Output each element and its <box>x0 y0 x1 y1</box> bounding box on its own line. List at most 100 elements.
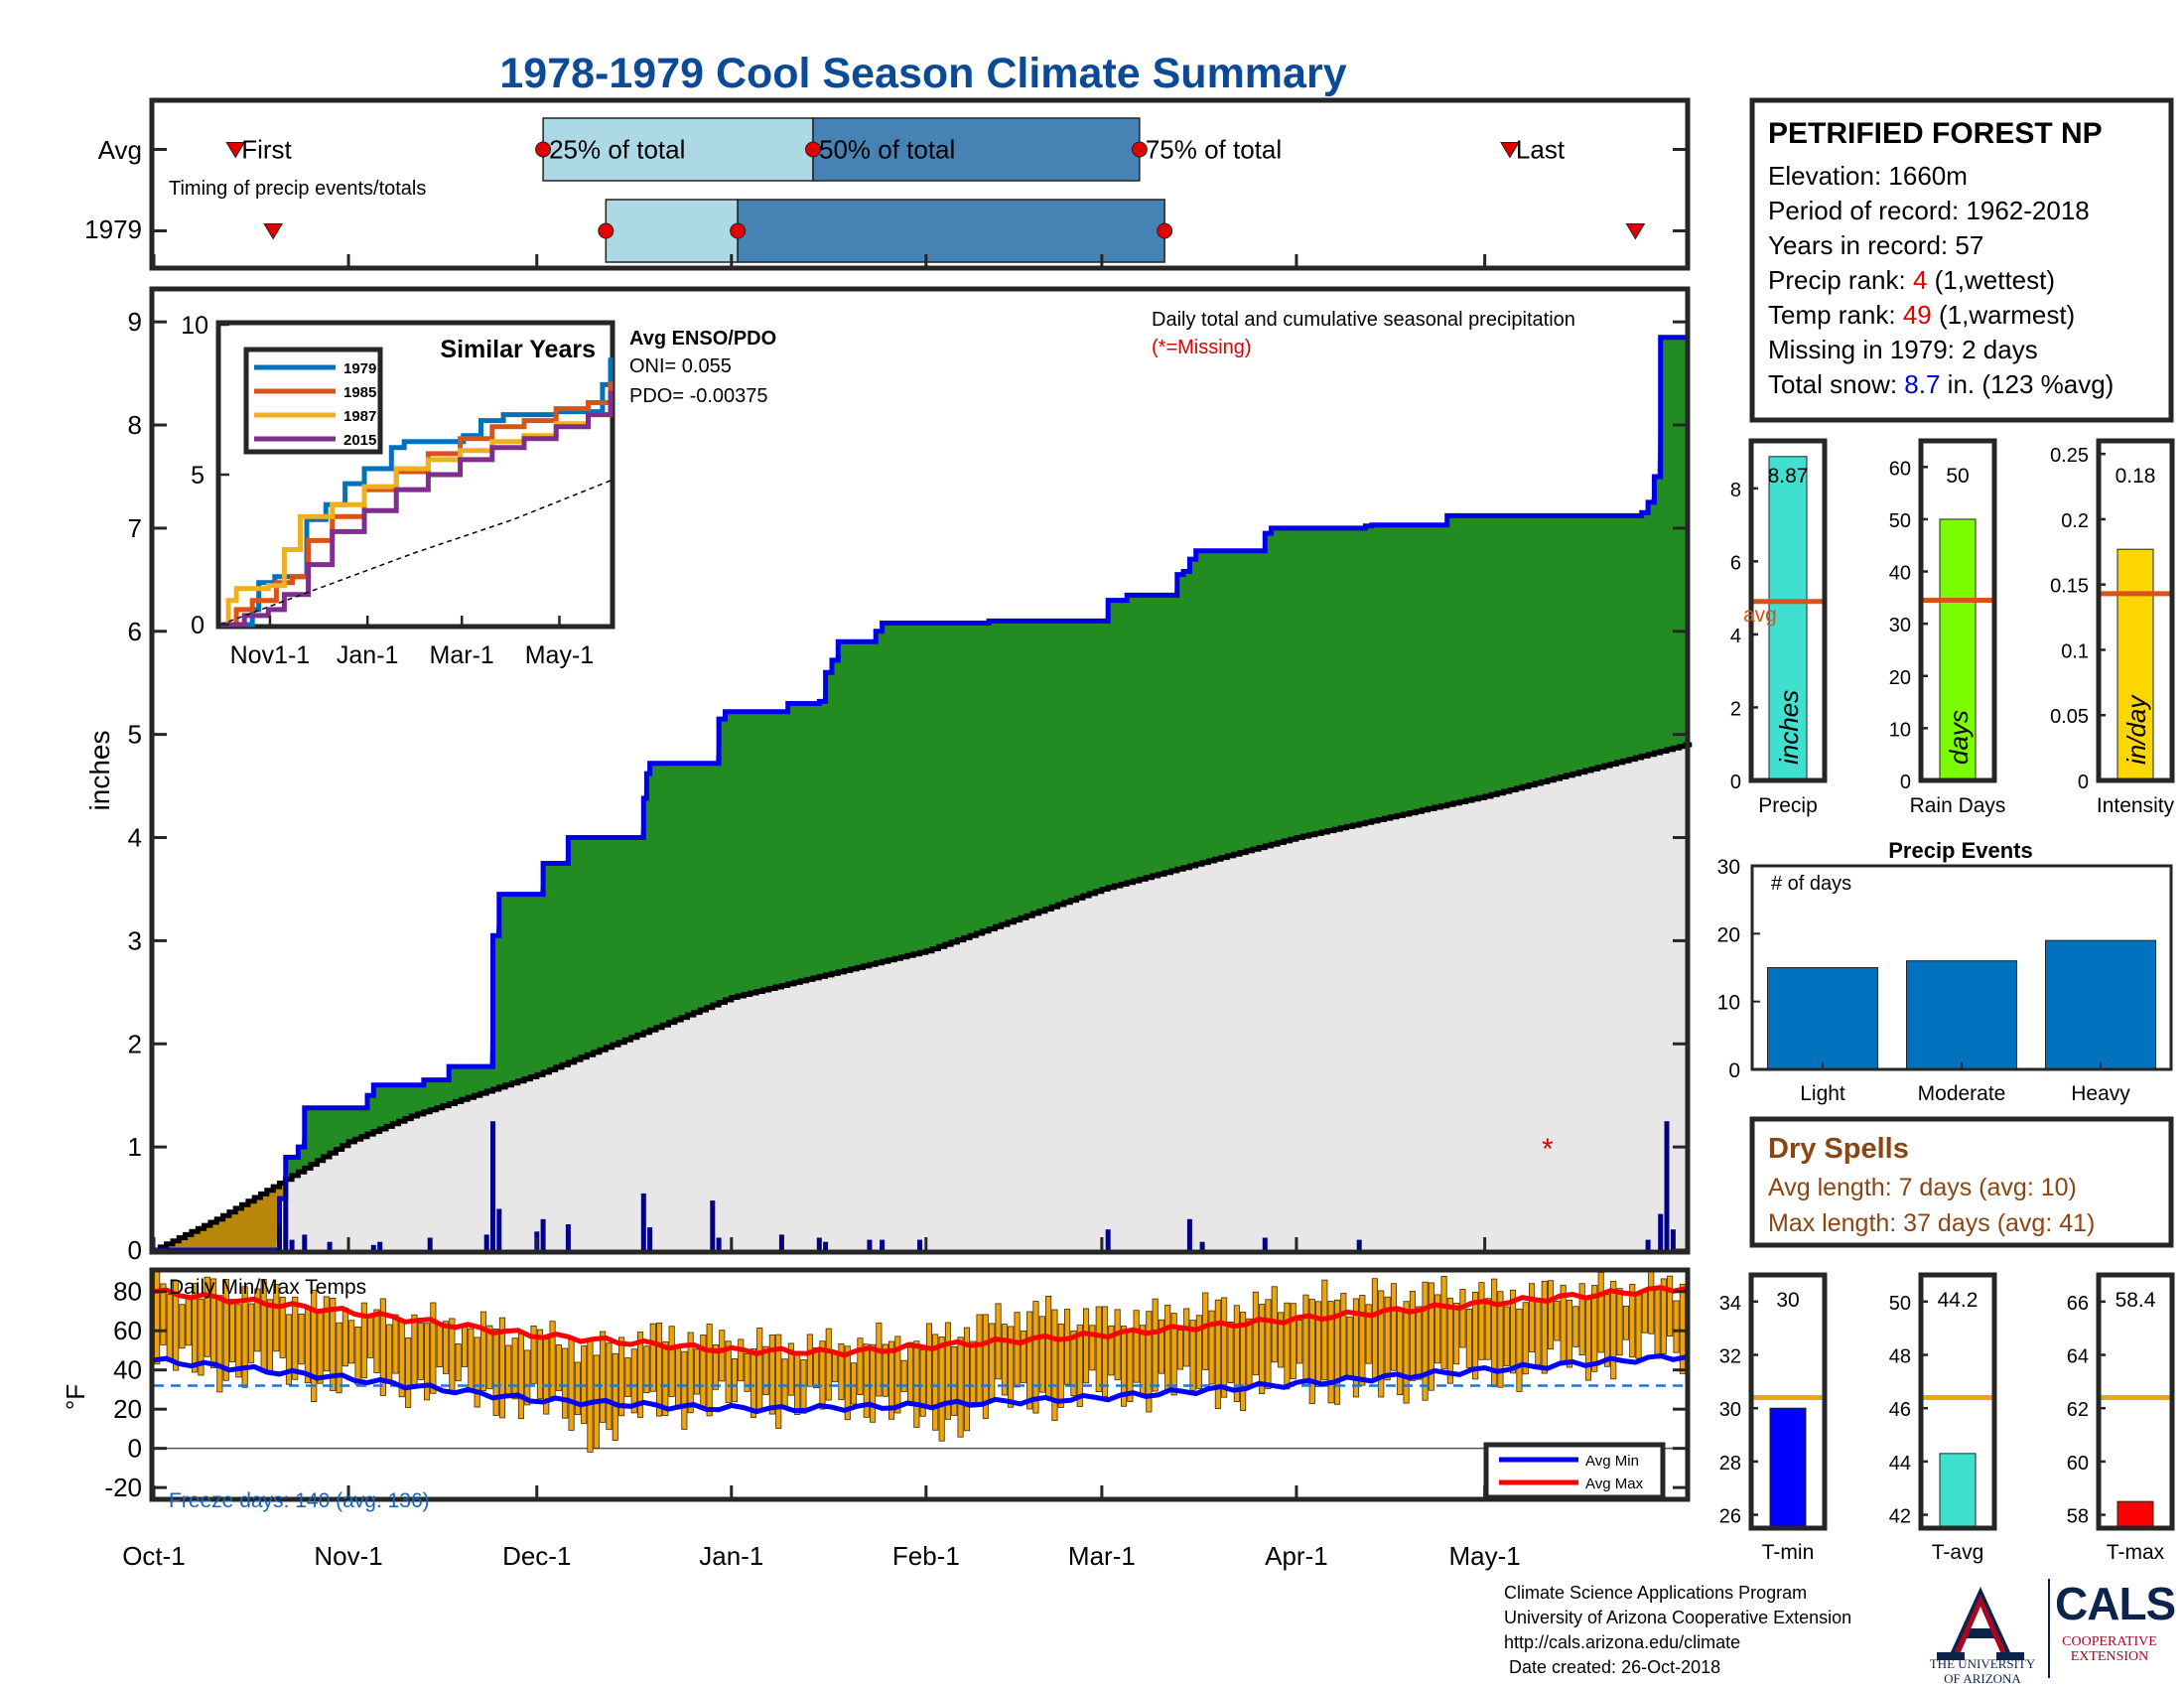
temps-title: Daily Min/Max Temps <box>169 1276 366 1299</box>
temp-bar-ytick-label: 28 <box>1719 1453 1741 1475</box>
daily-temp-range-bar <box>706 1324 713 1417</box>
station-elevation: Elevation: 1660m <box>1768 161 1968 191</box>
daily-temp-range-bar <box>656 1323 663 1417</box>
daily-temp-range-bar <box>1284 1302 1291 1390</box>
daily-temp-range-bar <box>1371 1278 1379 1379</box>
season-xtick-label: Nov-1 <box>314 1541 382 1571</box>
daily-temp-range-bar <box>198 1298 205 1376</box>
daily-temp-range-bar <box>1416 1306 1423 1380</box>
daily-precip-bar <box>710 1200 716 1250</box>
side-bar-frame <box>2096 438 2175 783</box>
daily-temp-range-bar <box>1146 1311 1153 1413</box>
temp-bar-frame <box>1748 1272 1828 1531</box>
daily-temp-range-bar <box>1572 1306 1579 1347</box>
daily-temp-range-bar <box>600 1331 607 1423</box>
event-bar-light <box>1767 967 1878 1070</box>
daily-precip-bar <box>823 1241 829 1250</box>
daily-temp-range-bar <box>1667 1275 1674 1336</box>
daily-precip-bar <box>647 1227 653 1250</box>
daily-temp-range-bar <box>411 1314 418 1385</box>
daily-temp-range-bar <box>794 1352 801 1415</box>
daily-temp-range-bar <box>1635 1294 1642 1359</box>
side-bar-ytick-label: 40 <box>1889 563 1911 585</box>
daily-temp-range-bar <box>1302 1294 1309 1386</box>
daily-temp-range-bar <box>524 1349 531 1406</box>
daily-precip-bar <box>1356 1239 1362 1250</box>
daily-precip-bar <box>917 1239 922 1250</box>
daily-temp-range-bar <box>1641 1291 1648 1334</box>
daily-temp-range-bar <box>1240 1312 1247 1411</box>
station-info-box: PETRIFIED FOREST NP Elevation: 1660m Per… <box>1749 97 2174 423</box>
timing-25-50-bar <box>542 117 814 182</box>
station-temp-rank: Temp rank: 49 (1,warmest) <box>1768 300 2075 330</box>
side-bar-ytick-label: 20 <box>1889 667 1911 689</box>
daily-temp-range-bar <box>662 1340 669 1416</box>
daily-temp-range-bar <box>191 1283 199 1373</box>
daily-temp-range-bar <box>1183 1308 1190 1367</box>
daily-temp-range-bar <box>1227 1322 1234 1383</box>
timing-avg-label: Avg <box>98 135 142 165</box>
daily-temp-range-bar <box>367 1317 374 1358</box>
daily-temp-range-bar <box>963 1327 970 1432</box>
side-bar-ytick-label: 10 <box>1889 719 1911 741</box>
daily-temp-range-bar <box>1121 1326 1128 1407</box>
cals-subtitle-line2: EXTENSION <box>2070 1649 2149 1664</box>
daily-temp-range-bar <box>505 1344 512 1396</box>
daily-precip-bar <box>490 1121 495 1250</box>
inset-ytick-label: 5 <box>191 462 205 490</box>
daily-temp-range-bar <box>882 1343 888 1397</box>
daily-precip-bar <box>867 1239 873 1250</box>
daily-temp-range-bar <box>1070 1330 1077 1397</box>
daily-temp-range-bar <box>781 1358 788 1407</box>
daily-temp-range-bar <box>185 1296 192 1346</box>
daily-temp-range-bar <box>1189 1320 1196 1391</box>
daily-precip-bar <box>1105 1229 1111 1250</box>
inset-legend-label-1985: 1985 <box>343 384 376 401</box>
daily-temp-range-bar <box>738 1338 745 1382</box>
daily-temp-range-bar <box>1422 1281 1429 1401</box>
temp-bar-ytick-label: 30 <box>1719 1399 1741 1421</box>
timing-percentile-marker <box>730 222 747 239</box>
daily-temp-range-bar <box>857 1337 864 1395</box>
daily-temp-range-bar <box>687 1332 694 1414</box>
temp-bar-t-min <box>1769 1407 1807 1529</box>
daily-temp-range-bar <box>1102 1306 1109 1397</box>
daily-temp-range-bar <box>1164 1304 1171 1392</box>
event-ytick-label: 10 <box>1717 992 1740 1015</box>
daily-precip-bar <box>327 1241 333 1250</box>
side-bar-frame <box>1748 438 1828 783</box>
daily-temp-range-bar <box>228 1299 236 1362</box>
side-bar-ytick-label: 2 <box>1730 698 1741 720</box>
daily-temp-range-bar <box>285 1314 292 1385</box>
daily-precip-bar <box>565 1224 571 1250</box>
footer-url[interactable]: http://cals.arizona.edu/climate <box>1504 1632 1741 1652</box>
daily-temp-range-bar <box>768 1335 775 1415</box>
university-name-line1: THE UNIVERSITY <box>1929 1656 2036 1671</box>
precip-ytick-label: 5 <box>128 720 142 750</box>
daily-temp-range-bar <box>668 1326 675 1397</box>
daily-precip-bar <box>1670 1229 1676 1250</box>
daily-temp-range-bar <box>1020 1331 1026 1383</box>
daily-temp-range-bar <box>976 1314 983 1405</box>
daily-temp-range-bar <box>1026 1311 1033 1410</box>
daily-temp-range-bar <box>1403 1301 1410 1404</box>
event-xlabel: Heavy <box>2071 1082 2130 1105</box>
daily-temp-range-bar <box>756 1328 763 1410</box>
daily-temp-range-bar <box>1170 1313 1177 1396</box>
daily-temp-range-bar <box>479 1311 486 1392</box>
daily-precip-bar <box>370 1244 376 1250</box>
inset-xtick-label: Nov1-1 <box>230 641 311 669</box>
daily-temp-range-bar <box>775 1334 782 1429</box>
temps-frame <box>149 1267 1691 1502</box>
avg-min-temp-line <box>153 1352 1687 1415</box>
side-bar-ytick-label: 0 <box>1900 772 1911 793</box>
temp-bar-ytick-label: 44 <box>1889 1453 1911 1475</box>
precip-ytick-label: 4 <box>128 823 142 853</box>
page-title: 1978-1979 Cool Season Climate Summary <box>499 50 1346 97</box>
daily-temp-range-bar <box>957 1336 964 1438</box>
daily-temp-range-bar <box>1051 1309 1058 1421</box>
side-bar-ytick-label: 50 <box>1889 510 1911 532</box>
timing-percentile-marker <box>1131 141 1148 158</box>
daily-temp-range-bar <box>336 1322 342 1394</box>
side-bar-ytick-label: 30 <box>1889 615 1911 636</box>
